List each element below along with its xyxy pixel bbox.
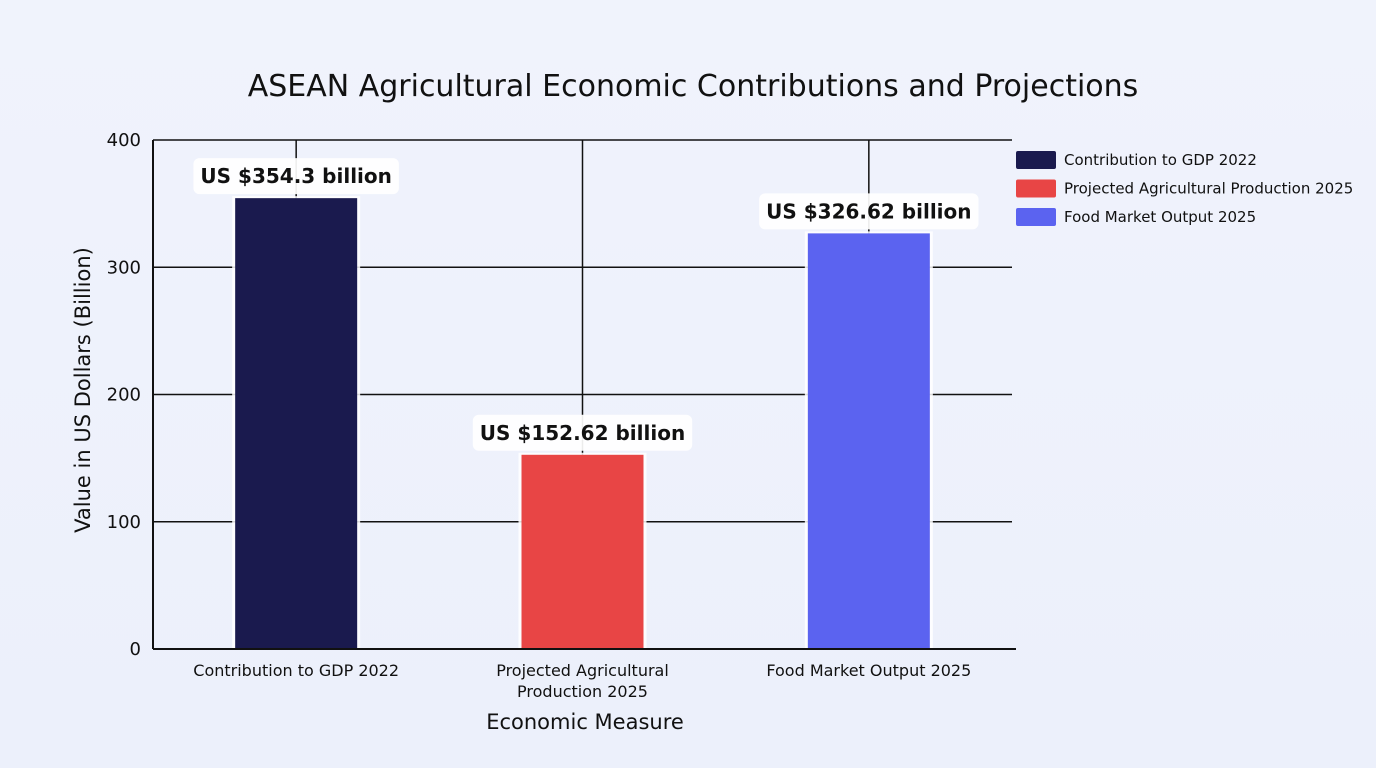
- data-label-group: US $152.62 billion: [472, 414, 693, 451]
- data-label: US $152.62 billion: [480, 421, 685, 445]
- legend-swatch: [1016, 179, 1056, 198]
- data-label-box: [759, 193, 979, 230]
- chart-title: ASEAN Agricultural Economic Contribution…: [248, 69, 1139, 104]
- legend: Contribution to GDP 2022 Projected Agricu…: [1016, 151, 1353, 226]
- y-tick-label: 200: [107, 385, 141, 406]
- y-axis-title: Value in US Dollars (Billion): [71, 247, 95, 533]
- y-tick-label: 300: [107, 257, 141, 278]
- x-tick-label: Projected Agricultural: [496, 661, 669, 680]
- y-tick-label: 0: [130, 639, 141, 660]
- axes: 0 100 200 300 400 Contribution to GDP 2022 Pro…: [107, 130, 1016, 701]
- x-tick-label: Production 2025: [517, 682, 648, 701]
- legend-label: Food Market Output 2025: [1064, 208, 1256, 226]
- data-label: US $326.62 billion: [766, 199, 971, 223]
- data-label-box: [472, 414, 693, 451]
- bar: [521, 454, 644, 649]
- y-tick-label: 100: [107, 512, 141, 533]
- x-axis-title: Economic Measure: [486, 710, 684, 734]
- legend-label: Projected Agricultural Production 2025: [1064, 180, 1353, 198]
- data-label-box: [193, 158, 399, 195]
- data-labels: US $354.3 billion US $152.62 billion US $3…: [193, 158, 979, 451]
- bar: [235, 198, 358, 649]
- legend-swatch: [1016, 208, 1056, 226]
- y-tick-label: 400: [107, 130, 141, 151]
- bar: [807, 233, 930, 650]
- data-label-group: US $354.3 billion: [193, 158, 399, 195]
- x-tick-label: Food Market Output 2025: [766, 661, 971, 680]
- x-tick-label: Contribution to GDP 2022: [193, 661, 399, 680]
- legend-swatch: [1016, 151, 1056, 169]
- data-label-group: US $326.62 billion: [759, 193, 979, 230]
- data-label: US $354.3 billion: [200, 164, 391, 188]
- legend-label: Contribution to GDP 2022: [1064, 151, 1257, 169]
- bars: [232, 196, 933, 650]
